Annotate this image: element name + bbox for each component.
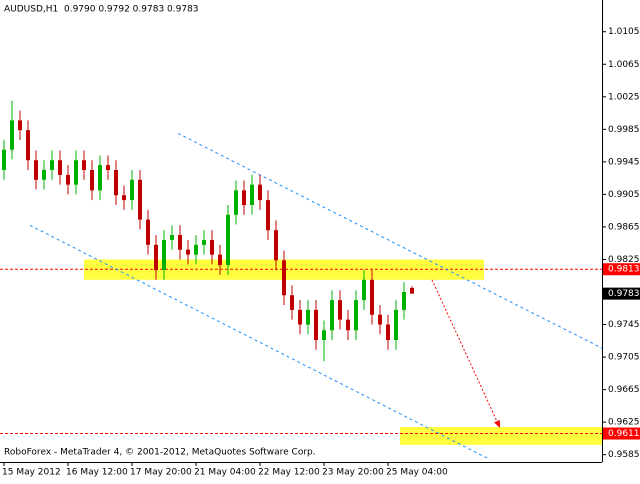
chart-title: AUDUSD,H1 0.9790 0.9792 0.9783 0.9783 <box>4 5 199 15</box>
forecast-arrow <box>431 279 501 429</box>
candle-body <box>170 235 174 240</box>
y-tick-label: 0.9945 <box>608 157 640 167</box>
x-tick-label: 23 May 20:00 <box>322 468 384 478</box>
x-tick-label: 25 May 04:00 <box>386 468 448 478</box>
y-tick-label: 0.9665 <box>608 385 640 395</box>
y-tick-label: 0.9585 <box>608 450 640 460</box>
candle-body <box>146 219 150 245</box>
candle-body <box>338 300 342 320</box>
channel-line <box>29 224 491 461</box>
candle-body <box>10 120 14 150</box>
x-tick-label: 15 May 2012 <box>2 468 61 478</box>
y-tick-label: 1.0025 <box>608 92 640 102</box>
candle-body <box>114 169 118 196</box>
y-tick-label: 0.9985 <box>608 125 640 135</box>
x-tick-label: 16 May 12:00 <box>66 468 128 478</box>
candle-body <box>162 239 166 271</box>
candle-body <box>378 314 382 325</box>
level-label-box <box>603 263 640 276</box>
level-label: 0.9611 <box>608 429 640 439</box>
candle-body <box>282 260 286 296</box>
candle-body <box>306 309 310 325</box>
y-tick-label: 1.0065 <box>608 60 640 70</box>
candle-body <box>362 279 366 301</box>
candle-body <box>346 319 350 331</box>
candle-body <box>226 214 230 266</box>
candle-body <box>66 174 70 185</box>
candle-body <box>18 120 22 131</box>
candle-body <box>122 195 126 201</box>
candle-body <box>218 254 222 266</box>
y-tick-label: 0.9625 <box>608 418 640 428</box>
candle-body <box>58 160 62 175</box>
x-tick-label: 22 May 12:00 <box>258 468 320 478</box>
candle-body <box>42 169 46 180</box>
candle-body <box>386 324 390 340</box>
plot-area <box>0 100 603 461</box>
candle-body <box>290 295 294 310</box>
candle-body <box>402 292 406 310</box>
candle-body <box>354 300 358 331</box>
candle-body <box>274 230 278 261</box>
candle-body <box>98 165 102 191</box>
candle-body <box>394 309 398 340</box>
candle-body <box>314 309 318 340</box>
x-tick-label: 21 May 04:00 <box>194 468 256 478</box>
candle-body <box>234 190 238 215</box>
candle-body <box>34 160 38 180</box>
candle-body <box>178 235 182 250</box>
candle-body <box>242 190 246 205</box>
y-tick-label: 1.0105 <box>608 27 640 37</box>
forecast-arrowhead <box>494 419 500 428</box>
candle-body <box>50 160 54 170</box>
price-label-box <box>603 287 640 300</box>
x-tick-label: 17 May 20:00 <box>130 468 192 478</box>
channel-line <box>177 132 603 349</box>
candle-body <box>74 160 78 185</box>
price-label: 0.9783 <box>608 289 640 299</box>
candle-body <box>330 300 334 331</box>
candle-body <box>26 130 30 161</box>
candle-body <box>370 279 374 315</box>
y-tick-label: 0.9745 <box>608 320 640 330</box>
level-label: 0.9813 <box>608 265 640 275</box>
candle-body <box>258 184 262 201</box>
y-tick-label: 0.9865 <box>608 222 640 232</box>
candle-body <box>298 309 302 325</box>
candle-body <box>266 200 270 231</box>
candle-body <box>322 330 326 340</box>
candle-body <box>202 239 206 245</box>
candle-body <box>130 179 134 201</box>
y-tick-label: 0.9905 <box>608 190 640 200</box>
zone <box>400 427 602 445</box>
candle-body <box>410 287 414 294</box>
candle-body <box>210 239 214 255</box>
candle-body <box>138 179 142 220</box>
candle-body <box>82 160 86 170</box>
candle-body <box>90 169 94 191</box>
candle-body <box>106 165 110 170</box>
level-label-box <box>603 427 640 440</box>
candle-body <box>186 249 190 255</box>
footer: RoboForex - MetaTrader 4, © 2001-2012, M… <box>4 448 316 458</box>
candle-body <box>2 149 6 170</box>
candle-body <box>194 244 198 255</box>
candle-body <box>250 184 254 205</box>
y-tick-label: 0.9825 <box>608 255 640 265</box>
candle-body <box>154 244 158 271</box>
y-tick-label: 0.9705 <box>608 353 640 363</box>
